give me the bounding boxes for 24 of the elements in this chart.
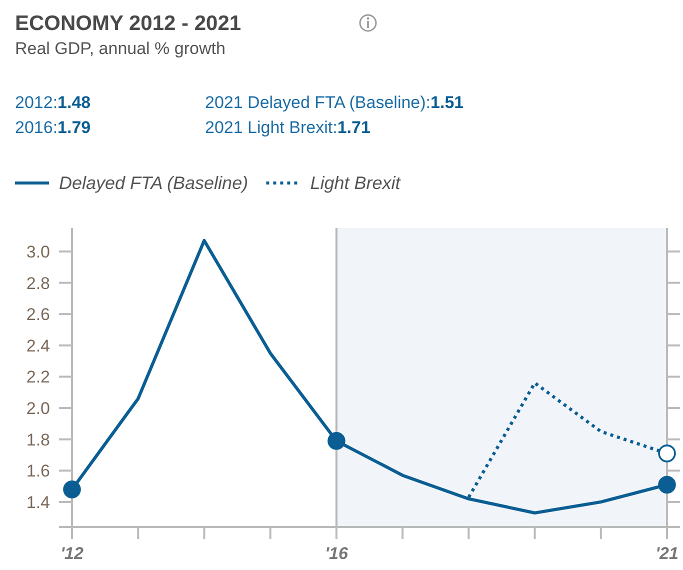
chart-subtitle: Real GDP, annual % growth [15, 39, 226, 58]
text: 2021 Delayed FTA (Baseline):1.51 [205, 93, 464, 112]
y-tick-label: 2.0 [26, 399, 50, 418]
y-tick-label: 2.8 [26, 274, 50, 293]
y-tick-label: 2.4 [26, 336, 50, 356]
point [328, 432, 346, 450]
text: 2016:1.79 [15, 118, 91, 137]
y-tick-label: 3.0 [26, 242, 50, 262]
point [63, 480, 81, 498]
point [658, 476, 676, 494]
y-tick-label: 1.8 [26, 430, 50, 450]
y-tick-label: 2.2 [26, 368, 50, 387]
y-tick-label: 2.6 [26, 305, 50, 324]
x-tick-label: '21 [656, 544, 678, 563]
text: 2012:1.48 [15, 93, 91, 112]
legend-label: Light Brexit [310, 173, 402, 193]
chart-title: ECONOMY 2012 - 2021 [15, 12, 242, 35]
y-tick-label: 1.6 [26, 462, 50, 481]
x-tick-label: '16 [324, 544, 348, 563]
point [658, 444, 676, 462]
y-tick-label: 1.4 [26, 492, 50, 512]
x-tick-label: '12 [60, 544, 84, 563]
text: 2021 Light Brexit:1.71 [205, 118, 370, 137]
legend-label: Delayed FTA (Baseline) [59, 173, 248, 193]
